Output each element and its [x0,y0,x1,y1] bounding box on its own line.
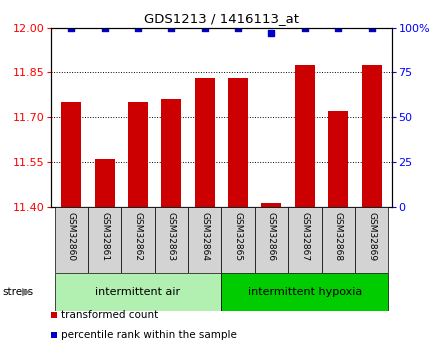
Point [368,25,375,30]
Bar [195,78,215,207]
Point [268,30,275,36]
Text: GSM32867: GSM32867 [300,212,309,262]
Point [201,25,208,30]
Bar [222,273,388,310]
Text: GSM32866: GSM32866 [267,212,276,262]
Text: GSM32863: GSM32863 [167,212,176,262]
Bar [95,159,115,207]
Bar [55,207,88,273]
Bar [328,111,348,207]
Text: stress: stress [2,287,33,296]
Title: GDS1213 / 1416113_at: GDS1213 / 1416113_at [144,12,299,25]
Text: GSM32868: GSM32868 [334,212,343,262]
Bar [188,207,222,273]
Text: ▶: ▶ [22,287,31,296]
Point [168,25,175,30]
Text: GSM32865: GSM32865 [234,212,243,262]
Text: transformed count: transformed count [61,310,158,320]
Bar [55,273,222,310]
Text: intermittent air: intermittent air [95,287,181,296]
Bar [155,207,188,273]
Point [301,25,308,30]
Text: intermittent hypoxia: intermittent hypoxia [248,287,362,296]
Bar [128,102,148,207]
Bar [295,65,315,207]
Text: GSM32862: GSM32862 [134,212,142,261]
Bar [255,207,288,273]
Bar [61,102,81,207]
Bar [322,207,355,273]
Bar [222,207,255,273]
Point [68,25,75,30]
Point [101,25,108,30]
Text: GSM32864: GSM32864 [200,212,209,261]
Text: GSM32869: GSM32869 [367,212,376,262]
Text: percentile rank within the sample: percentile rank within the sample [61,331,237,340]
Bar [362,65,382,207]
Bar [121,207,155,273]
Point [235,25,242,30]
Bar [262,203,282,207]
Point [335,25,342,30]
Bar [288,207,322,273]
Text: GSM32861: GSM32861 [100,212,109,262]
Bar [228,78,248,207]
Point [134,25,142,30]
Text: GSM32860: GSM32860 [67,212,76,262]
Bar [162,99,182,207]
Bar [355,207,388,273]
Bar [88,207,121,273]
